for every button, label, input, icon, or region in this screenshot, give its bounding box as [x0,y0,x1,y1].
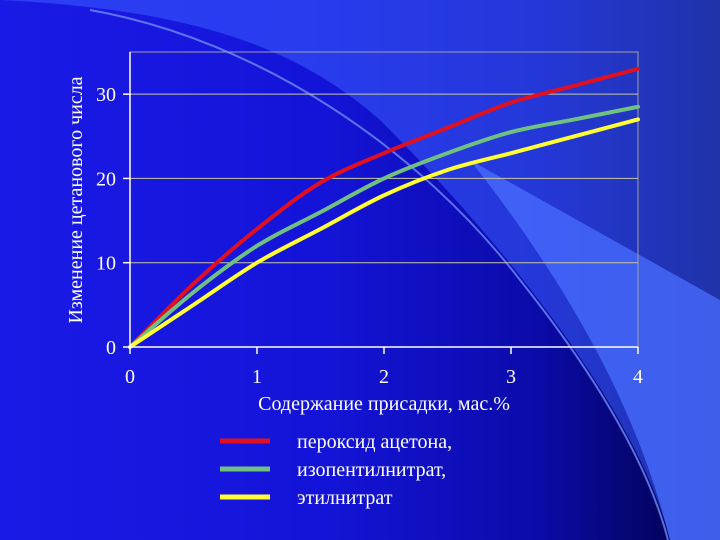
legend: пероксид ацетона, изопентилнитрат, этилнит… [220,431,452,509]
y-tick-label-1: 10 [96,253,116,275]
x-tick-label-0: 0 [125,366,135,388]
legend-label-1: изопентилнитрат, [297,459,446,481]
ticks: 0 1 2 3 4 0 10 20 30 [96,84,643,388]
series-line-1 [128,104,640,349]
y-tick-label-3: 30 [96,84,116,106]
series-line-0 [128,66,640,349]
x-tick-label-3: 3 [506,366,516,388]
legend-label-0: пероксид ацетона, [297,431,452,453]
y-tick-label-2: 20 [96,168,116,190]
x-tick-label-1: 1 [252,366,262,388]
y-tick-label-0: 0 [106,337,116,359]
x-axis-label: Содержание присадки, мас.% [258,393,510,415]
background-sweep-wedge [470,160,720,540]
y-axis-label: Изменение цетанового числа [65,76,87,323]
x-tick-label-4: 4 [633,366,643,388]
series-line-2 [128,117,640,349]
x-tick-label-2: 2 [379,366,389,388]
series-group [128,66,640,349]
legend-label-2: этилнитрат [297,487,393,509]
